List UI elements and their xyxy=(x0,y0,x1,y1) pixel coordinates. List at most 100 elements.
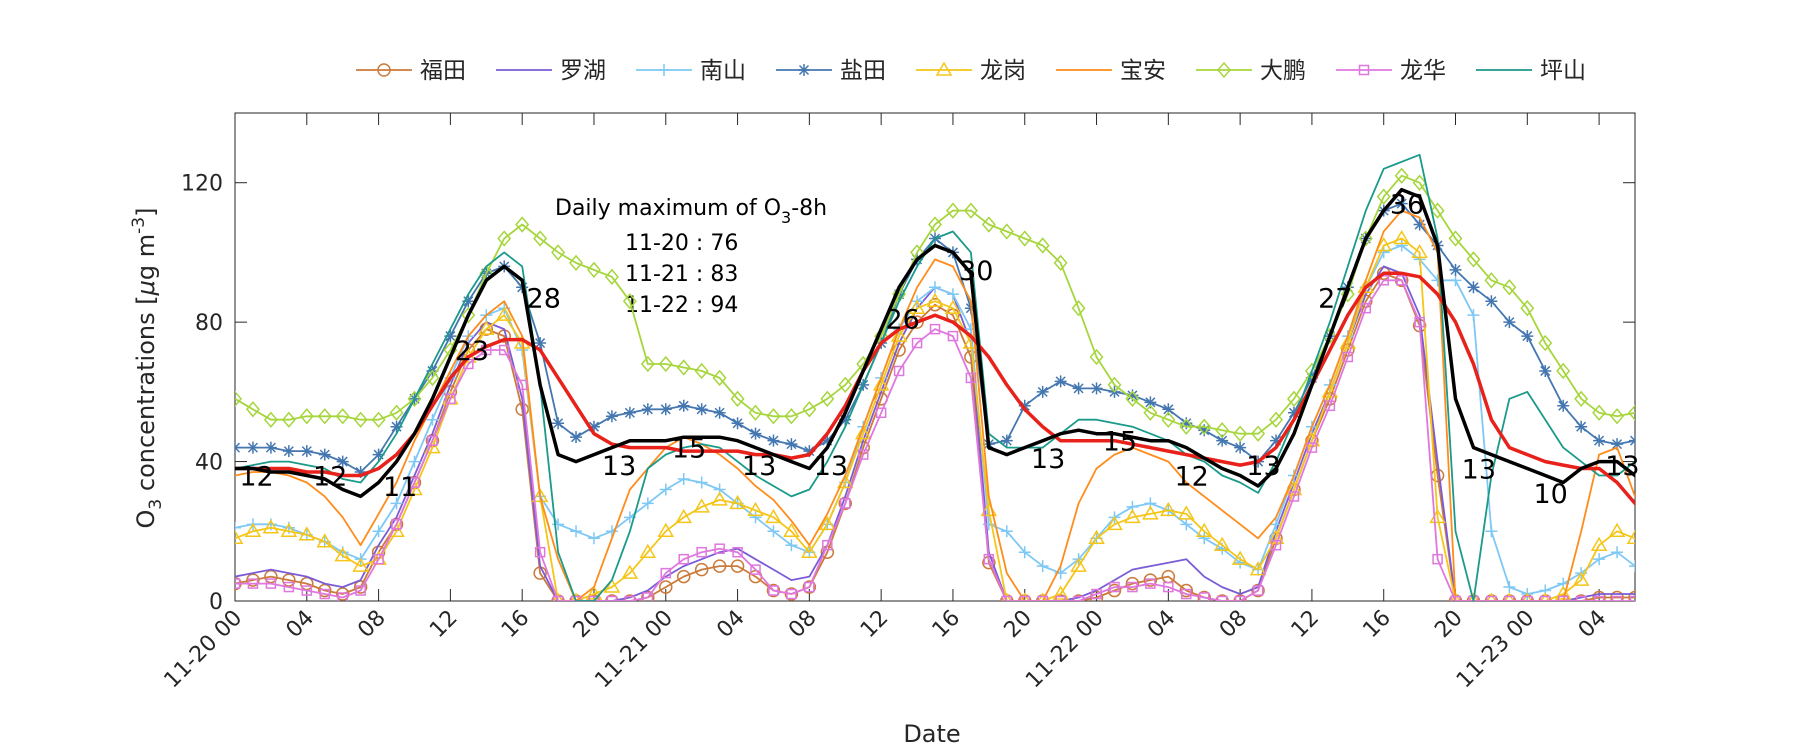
data-point xyxy=(336,455,349,468)
data-point xyxy=(802,401,817,418)
data-point xyxy=(571,592,581,601)
data-point xyxy=(1124,508,1141,524)
legend-item: 龙岗 xyxy=(916,58,1026,84)
data-point xyxy=(963,202,978,219)
daily-max-note: Daily maximum of O3-8h 11-20 : 76 11-21 … xyxy=(555,196,827,318)
data-point xyxy=(353,580,368,594)
data-point xyxy=(353,411,368,428)
data-point xyxy=(1270,434,1283,447)
data-point xyxy=(1484,272,1499,289)
series-line-7 xyxy=(235,279,1635,601)
data-point xyxy=(910,315,924,329)
data-point xyxy=(1628,590,1635,601)
data-point xyxy=(1394,167,1409,184)
data-point xyxy=(316,533,334,548)
data-point xyxy=(1486,595,1497,601)
data-point xyxy=(911,337,923,349)
annotation-label: 11 xyxy=(383,472,417,503)
data-point xyxy=(1306,442,1318,453)
data-point xyxy=(1395,197,1408,210)
data-point xyxy=(1234,595,1246,601)
data-point xyxy=(1109,581,1120,593)
data-point xyxy=(282,573,296,587)
data-point xyxy=(1503,316,1516,329)
annotation-label: 30 xyxy=(959,256,993,287)
data-point xyxy=(1197,418,1212,435)
y-tick-label: 80 xyxy=(195,311,223,336)
data-point xyxy=(1107,583,1122,598)
series-group xyxy=(235,153,1659,601)
data-point xyxy=(1375,236,1393,252)
legend-marker xyxy=(377,63,391,77)
data-point xyxy=(372,525,385,538)
annotation-label: 13 xyxy=(602,451,636,482)
data-point xyxy=(1270,518,1283,531)
data-point xyxy=(929,281,941,294)
data-point xyxy=(1126,389,1139,402)
data-point xyxy=(299,408,314,425)
data-point xyxy=(693,498,710,513)
data-point xyxy=(1019,592,1030,601)
data-point xyxy=(1610,408,1625,425)
data-point xyxy=(264,569,278,584)
data-point xyxy=(659,403,672,416)
data-point xyxy=(819,515,836,531)
data-point xyxy=(1198,592,1210,601)
data-point xyxy=(335,587,350,601)
data-point xyxy=(425,369,440,387)
data-point xyxy=(355,585,366,596)
mean-line xyxy=(235,187,1635,499)
annotation-label: 13 xyxy=(1246,451,1280,482)
annotation-label: 10 xyxy=(1533,479,1567,510)
data-point xyxy=(1592,404,1607,421)
data-point xyxy=(235,578,241,589)
data-point xyxy=(407,390,422,407)
data-point xyxy=(1396,275,1407,286)
data-point xyxy=(1647,442,1659,454)
data-point xyxy=(1036,385,1049,398)
data-point xyxy=(1215,422,1230,439)
data-point xyxy=(946,288,959,301)
data-point xyxy=(1053,594,1068,601)
data-point xyxy=(1143,404,1158,421)
data-point xyxy=(570,525,583,538)
legend-item: 福田 xyxy=(356,58,466,84)
data-point xyxy=(1629,434,1635,447)
data-point xyxy=(1018,546,1031,559)
data-point xyxy=(765,508,782,524)
plot-frame xyxy=(234,112,1636,602)
data-point xyxy=(1324,400,1336,412)
data-point xyxy=(1231,550,1249,565)
data-point xyxy=(495,306,513,321)
data-point xyxy=(531,487,549,503)
data-point xyxy=(263,411,278,428)
data-point xyxy=(1018,399,1031,412)
data-point xyxy=(1572,571,1590,586)
data-point xyxy=(1127,581,1138,593)
data-point xyxy=(1288,491,1300,502)
data-point xyxy=(1161,411,1176,428)
data-point xyxy=(622,293,637,310)
data-point xyxy=(928,216,942,233)
data-point xyxy=(1593,595,1605,601)
data-point xyxy=(1286,390,1301,407)
data-point xyxy=(1269,411,1284,428)
data-point xyxy=(246,573,260,587)
data-point xyxy=(280,522,298,538)
data-point xyxy=(1628,404,1635,421)
data-point xyxy=(318,448,331,461)
data-point xyxy=(586,261,601,279)
data-point xyxy=(1089,348,1104,366)
data-point xyxy=(713,406,726,419)
legend-label: 福田 xyxy=(420,58,466,84)
data-point xyxy=(604,268,619,285)
data-point xyxy=(801,543,818,558)
data-point xyxy=(1556,594,1570,601)
data-point xyxy=(283,581,295,593)
data-point xyxy=(804,581,815,593)
data-point xyxy=(1216,595,1228,601)
data-point xyxy=(1249,561,1267,576)
series-line-8 xyxy=(235,153,1635,601)
data-point xyxy=(784,587,799,601)
x-tick-label: 04 xyxy=(282,606,319,643)
